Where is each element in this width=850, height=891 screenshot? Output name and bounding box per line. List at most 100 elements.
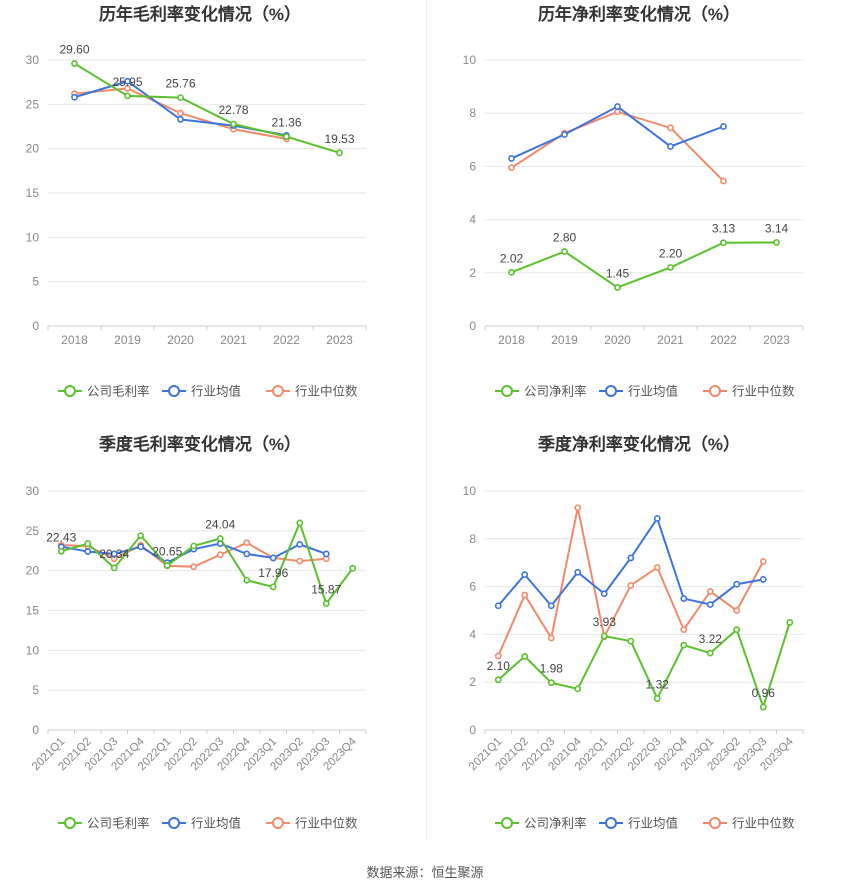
data-point <box>84 540 92 547</box>
data-point <box>508 164 515 172</box>
chart-quarterly-gross-margin: 季度毛利率变化情况（%） 0 5 10 15 20 25 30 2021Q1 2021Q2 2021… <box>0 430 425 860</box>
data-point <box>680 595 688 602</box>
data-point <box>269 583 277 591</box>
data-label: 22.78 <box>218 103 248 117</box>
data-label: 2.20 <box>659 246 683 260</box>
x-tick-label: 2021 <box>657 333 684 347</box>
y-tick-label: 20 <box>26 142 40 156</box>
data-point <box>110 564 118 572</box>
data-point <box>230 120 237 128</box>
legend-label: 行业中位数 <box>295 816 358 831</box>
x-tick-label: 2022 <box>710 333 737 347</box>
data-point <box>190 563 198 571</box>
legend-marker <box>709 385 721 397</box>
y-tick-label: 0 <box>469 723 476 737</box>
chart-annual-net-margin: 历年净利率变化情况（%） 0 2 4 6 8 10 2018 2019 2020 2021 2022 2… <box>427 0 850 430</box>
data-source: 数据来源：恒生聚源 <box>366 865 484 880</box>
series-line <box>511 241 777 289</box>
data-point <box>653 515 661 522</box>
data-point <box>283 133 290 141</box>
data-point <box>243 550 251 558</box>
y-tick-label: 30 <box>26 484 40 498</box>
chart-title: 历年毛利率变化情况（%） <box>99 4 301 24</box>
data-label: 25.76 <box>165 77 195 91</box>
legend-marker <box>501 385 513 397</box>
data-point <box>653 564 661 571</box>
data-point <box>216 551 224 559</box>
data-point <box>706 587 714 595</box>
legend-label: 公司净利率 <box>524 816 587 831</box>
data-label: 17.96 <box>258 566 288 580</box>
y-tick-label: 5 <box>32 275 39 289</box>
data-point <box>600 590 608 598</box>
chart-quarterly-net-margin: 季度净利率变化情况（%） 0 2 4 6 8 10 2021Q1 2021Q2 2021Q3 202… <box>427 430 850 860</box>
x-tick-label: 2018 <box>498 333 525 347</box>
data-point <box>614 103 621 110</box>
legend-label: 公司净利率 <box>524 384 587 399</box>
data-point <box>706 649 714 657</box>
data-point <box>216 535 224 542</box>
data-label: 2.80 <box>553 231 577 245</box>
data-label: 3.93 <box>593 615 617 629</box>
data-point <box>614 108 621 116</box>
data-point <box>71 60 78 67</box>
data-point <box>521 591 529 599</box>
y-tick-label: 10 <box>26 643 40 657</box>
data-label: 19.53 <box>324 132 354 146</box>
series-line <box>497 516 764 608</box>
data-point <box>600 632 608 640</box>
data-point <box>296 557 304 565</box>
legend-marker <box>709 817 721 829</box>
data-label: 29.60 <box>59 43 89 57</box>
data-point <box>720 177 727 185</box>
legend-marker <box>272 817 284 829</box>
legend-label: 行业中位数 <box>732 384 795 399</box>
data-point <box>720 123 727 130</box>
data-point <box>733 580 741 588</box>
data-point <box>627 637 635 645</box>
data-point <box>759 558 767 565</box>
data-point <box>137 543 145 551</box>
legend-marker <box>64 385 76 397</box>
data-point <box>163 562 171 569</box>
series-line <box>510 110 725 182</box>
data-point <box>759 576 767 583</box>
data-point <box>547 602 555 610</box>
chart-svg: 季度毛利率变化情况（%）0510152025302021Q12021Q22021… <box>26 434 367 831</box>
data-point <box>84 548 92 555</box>
data-point <box>680 641 688 649</box>
data-point <box>336 149 343 157</box>
legend-marker <box>168 385 180 397</box>
data-point <box>667 264 674 271</box>
data-point <box>177 94 184 101</box>
x-tick-label: 2023 <box>763 333 790 347</box>
chart-title: 季度净利率变化情况（%） <box>538 434 740 454</box>
y-tick-label: 25 <box>26 97 40 111</box>
data-label: 15.87 <box>311 583 341 597</box>
y-tick-label: 4 <box>469 627 476 641</box>
y-tick-label: 5 <box>32 683 39 697</box>
data-point <box>243 539 251 547</box>
legend-label: 行业中位数 <box>295 384 358 399</box>
data-point <box>759 703 767 711</box>
legend-label: 行业均值 <box>191 384 241 399</box>
data-point <box>653 695 661 702</box>
x-tick-label: 2022 <box>273 333 300 347</box>
legend-label: 公司毛利率 <box>87 384 150 399</box>
data-label: 2.02 <box>500 251 524 265</box>
data-label: 0.96 <box>752 686 776 700</box>
data-point <box>667 143 674 150</box>
legend-marker <box>501 817 513 829</box>
data-point <box>574 568 582 576</box>
data-point <box>627 582 635 589</box>
chart-title: 季度毛利率变化情况（%） <box>99 434 301 454</box>
legend-label: 行业均值 <box>191 816 241 831</box>
data-label: 24.04 <box>205 517 235 531</box>
data-point <box>296 519 304 527</box>
data-point <box>521 652 529 660</box>
legend-marker <box>272 385 284 397</box>
x-tick-label: 2019 <box>551 333 578 347</box>
panel-divider <box>426 0 427 840</box>
data-point <box>574 504 582 512</box>
data-label: 25.95 <box>112 75 142 89</box>
